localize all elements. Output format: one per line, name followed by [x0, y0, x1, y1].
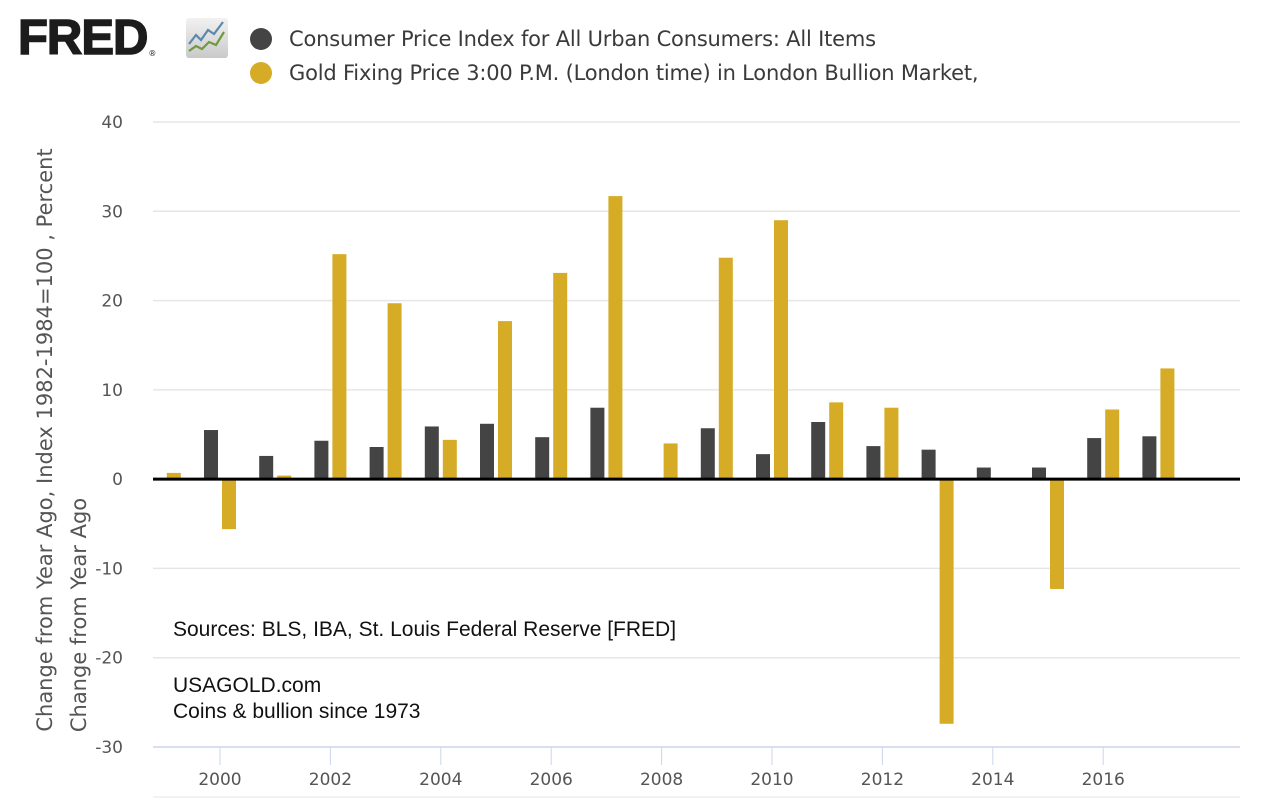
- y-tick-label: 0: [112, 470, 123, 490]
- bar-cpi-2015[interactable]: [1032, 467, 1046, 480]
- legend-item-cpi[interactable]: Consumer Price Index for All Urban Consu…: [250, 22, 978, 56]
- bar-cpi-2003[interactable]: [369, 447, 384, 480]
- bar-gold-2011[interactable]: [829, 402, 844, 480]
- bar-gold-1999[interactable]: [166, 472, 181, 480]
- logo-text: FRED: [17, 11, 149, 65]
- legend-item-gold[interactable]: Gold Fixing Price 3:00 P.M. (London time…: [250, 56, 979, 90]
- bar-gold-2013[interactable]: [939, 479, 954, 724]
- y-axis-ticks: 40 30 20 10 0 -10 -20 -30: [95, 113, 123, 758]
- bar-cpi-2013[interactable]: [921, 449, 936, 480]
- bar-gold-2003[interactable]: [387, 303, 402, 480]
- x-tick-label: 2010: [750, 770, 793, 790]
- line-chart-icon: [186, 18, 228, 58]
- bar-cpi-2007[interactable]: [590, 407, 605, 480]
- bar-gold-2010[interactable]: [774, 220, 788, 480]
- legend-label-cpi: Consumer Price Index for All Urban Consu…: [289, 27, 876, 51]
- y-axis-label-secondary: Change from Year Ago: [67, 498, 91, 732]
- bar-cpi-2006[interactable]: [535, 437, 550, 480]
- bar-cpi-2011[interactable]: [811, 422, 826, 480]
- y-tick-label: -20: [95, 649, 123, 669]
- bar-cpi-2004[interactable]: [424, 426, 439, 480]
- x-axis: 2000 2002 2004 2006 2008 2010 2012 2014 2016: [153, 746, 1240, 798]
- bar-gold-2007[interactable]: [608, 196, 623, 480]
- x-tick-label: 2012: [861, 770, 904, 790]
- y-axis-title: Change from Year Ago, Index 1982-1984=10…: [33, 148, 91, 732]
- gridlines: [153, 121, 1240, 659]
- fred-logo: FRED ®: [17, 11, 228, 65]
- site-annotation: USAGOLD.com: [173, 674, 322, 697]
- bar-cpi-2002[interactable]: [314, 440, 329, 480]
- bar-gold-2008[interactable]: [663, 443, 678, 480]
- bar-cpi-2005[interactable]: [480, 423, 494, 480]
- x-tick-label: 2004: [419, 770, 462, 790]
- y-tick-label: -30: [95, 738, 123, 758]
- legend-marker-cpi: [250, 28, 272, 50]
- bar-gold-2000[interactable]: [222, 479, 236, 530]
- legend-marker-gold: [250, 62, 272, 84]
- x-tick-label: 2002: [309, 770, 352, 790]
- bar-cpi-2014[interactable]: [976, 467, 991, 480]
- bar-cpi-2010[interactable]: [756, 454, 770, 480]
- y-tick-label: 10: [101, 381, 123, 401]
- bar-gold-2015[interactable]: [1050, 479, 1064, 589]
- bars: [166, 196, 1175, 724]
- y-tick-label: 20: [101, 292, 123, 312]
- x-tick-label: 2014: [971, 770, 1014, 790]
- bar-gold-2012[interactable]: [884, 407, 899, 480]
- x-tick-label: 2008: [640, 770, 683, 790]
- x-tick-label: 2000: [198, 770, 241, 790]
- bar-gold-2017[interactable]: [1160, 368, 1175, 480]
- bar-cpi-2016[interactable]: [1087, 438, 1102, 480]
- tagline-annotation: Coins & bullion since 1973: [173, 700, 421, 723]
- legend-label-gold: Gold Fixing Price 3:00 P.M. (London time…: [289, 61, 979, 85]
- bar-gold-2002[interactable]: [332, 254, 347, 480]
- registered-mark: ®: [148, 49, 157, 58]
- bar-gold-2006[interactable]: [553, 272, 568, 480]
- bar-cpi-2009[interactable]: [700, 428, 715, 480]
- bar-gold-2005[interactable]: [498, 321, 512, 480]
- bar-gold-2004[interactable]: [442, 439, 457, 480]
- bar-cpi-2017[interactable]: [1142, 436, 1157, 480]
- chart-legend: Consumer Price Index for All Urban Consu…: [250, 22, 979, 90]
- bar-cpi-2000[interactable]: [204, 430, 218, 480]
- y-axis-label: Change from Year Ago, Index 1982-1984=10…: [33, 148, 57, 731]
- bar-cpi-2001[interactable]: [259, 455, 274, 480]
- y-tick-label: -10: [95, 559, 123, 579]
- bar-cpi-2012[interactable]: [866, 446, 881, 480]
- sources-annotation: Sources: BLS, IBA, St. Louis Federal Res…: [173, 618, 677, 641]
- y-tick-label: 30: [101, 202, 123, 222]
- y-tick-label: 40: [101, 113, 123, 133]
- bar-gold-2009[interactable]: [718, 257, 733, 480]
- x-tick-label: 2006: [530, 770, 573, 790]
- x-tick-label: 2016: [1082, 770, 1125, 790]
- bar-gold-2016[interactable]: [1105, 409, 1120, 480]
- bar-gold-2001[interactable]: [277, 475, 292, 480]
